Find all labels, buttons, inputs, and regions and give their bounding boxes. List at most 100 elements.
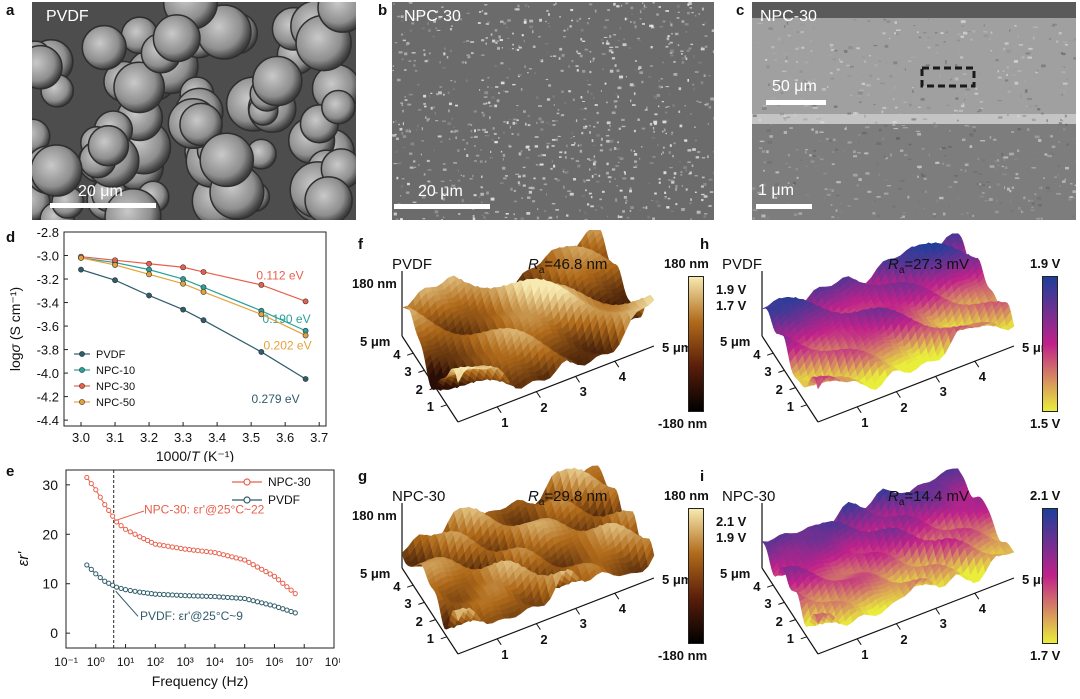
x-tick-label: 2 (540, 400, 547, 415)
y-tick (767, 353, 773, 355)
activation-energy-label: 0.202 eV (264, 338, 312, 352)
sem-image-cross-section: NPC-30 50 μm 1 μm (752, 2, 1076, 220)
data-point (114, 585, 118, 589)
data-point (162, 543, 166, 547)
panel-letter-g: g (358, 468, 367, 485)
data-point (119, 524, 123, 528)
legend-label: PVDF (96, 349, 126, 361)
legend-label: PVDF (268, 493, 300, 507)
surface-title: PVDF (722, 256, 762, 273)
panel-letter-i: i (700, 468, 704, 485)
data-point (196, 548, 200, 552)
data-point (94, 488, 98, 492)
z-tick-label: 1.7 V (716, 298, 746, 313)
x-tick-label: 3.7 (310, 430, 328, 445)
colorbar-top-label: 180 nm (664, 256, 709, 271)
x-tick-label: 3.0 (72, 430, 90, 445)
data-point (230, 596, 234, 600)
sem-image-pvdf: PVDF 20 μm (32, 2, 356, 220)
y-tick (441, 637, 447, 639)
x-tick-label: 3.1 (106, 430, 124, 445)
data-point (251, 563, 255, 567)
sem-label-npc30: NPC-30 (404, 8, 461, 26)
data-point (204, 594, 208, 598)
data-point (230, 555, 234, 559)
y-tick-label: 10 (42, 576, 58, 592)
x-tick (576, 376, 580, 382)
x-tick-label: 10² (147, 655, 164, 669)
data-point (94, 572, 98, 576)
y-tick (418, 370, 424, 372)
x-tick-label: 3.2 (140, 430, 158, 445)
data-point (289, 609, 293, 613)
colorbar-bottom-label: -180 nm (658, 416, 707, 431)
data-point (260, 567, 264, 571)
y-tick-label: -2.8 (37, 226, 59, 240)
x-tick-label: 4 (979, 369, 986, 384)
legend-marker (79, 351, 84, 356)
data-point (128, 530, 132, 534)
x-tick-label: 3 (940, 616, 947, 631)
x-tick-label: 10⁸ (325, 655, 340, 669)
scale-bar-bottom (756, 204, 812, 209)
sem-label-cross: NPC-30 (760, 8, 817, 26)
data-point (133, 589, 137, 593)
roughness-label: Ra=29.8 nm (528, 488, 607, 508)
x-axis-label: Frequency (Hz) (152, 673, 248, 689)
data-point (78, 267, 83, 272)
data-point (255, 565, 259, 569)
data-point (221, 595, 225, 599)
y-tick (418, 602, 424, 604)
data-point (180, 265, 185, 270)
x-tick-label: 10¹ (117, 655, 134, 669)
y-tick-label: 2 (416, 382, 423, 397)
data-point (146, 293, 151, 298)
data-point (217, 595, 221, 599)
x-tick-label: 10⁵ (236, 655, 254, 669)
data-point (247, 560, 251, 564)
data-point (226, 595, 230, 599)
panel-letter-h: h (700, 236, 709, 253)
x-tick-label: 10⁴ (206, 655, 225, 669)
x-tick-label: 4 (979, 601, 986, 616)
data-point (170, 545, 174, 549)
legend-label: NPC-30 (268, 475, 311, 489)
data-point (85, 563, 89, 567)
x-tick-label: 3 (940, 384, 947, 399)
z-tick-label: 1.9 V (716, 282, 746, 297)
x-tick (975, 593, 979, 599)
scale-label: 20 μm (418, 183, 463, 201)
series-line-NPC-30 (87, 477, 295, 593)
x-tick-label: 10⁷ (295, 655, 313, 669)
scale-label-bottom: 1 μm (758, 182, 794, 200)
x-tick-label: 1 (501, 647, 508, 662)
y-axis-end-label: 5 μm (720, 334, 750, 349)
x-tick (497, 639, 501, 645)
x-tick (536, 624, 540, 630)
data-point (217, 552, 221, 556)
scale-label-top: 50 μm (772, 78, 817, 96)
data-point (234, 556, 238, 560)
data-point (243, 558, 247, 562)
colorbar (688, 508, 704, 644)
data-point (209, 550, 213, 554)
data-point (259, 282, 264, 287)
legend-marker (79, 367, 84, 372)
data-point (98, 575, 102, 579)
scale-bar (394, 204, 490, 209)
data-point (98, 495, 102, 499)
sem-image-npc30: NPC-30 20 μm (392, 2, 714, 220)
z-max-label: 180 nm (352, 508, 397, 523)
annotation-pvdf: PVDF: εr'@25°C~9 (140, 609, 243, 623)
y-tick-label: -3.2 (37, 272, 59, 287)
data-point (201, 318, 206, 323)
data-point (153, 542, 157, 546)
surface-cell (595, 354, 602, 357)
data-point (128, 588, 132, 592)
y-tick-label: 1 (787, 399, 794, 414)
y-tick-label: 2 (776, 382, 783, 397)
data-point (226, 554, 230, 558)
colorbar-top-label: 180 nm (664, 488, 709, 503)
x-tick-label: 3.5 (242, 430, 260, 445)
